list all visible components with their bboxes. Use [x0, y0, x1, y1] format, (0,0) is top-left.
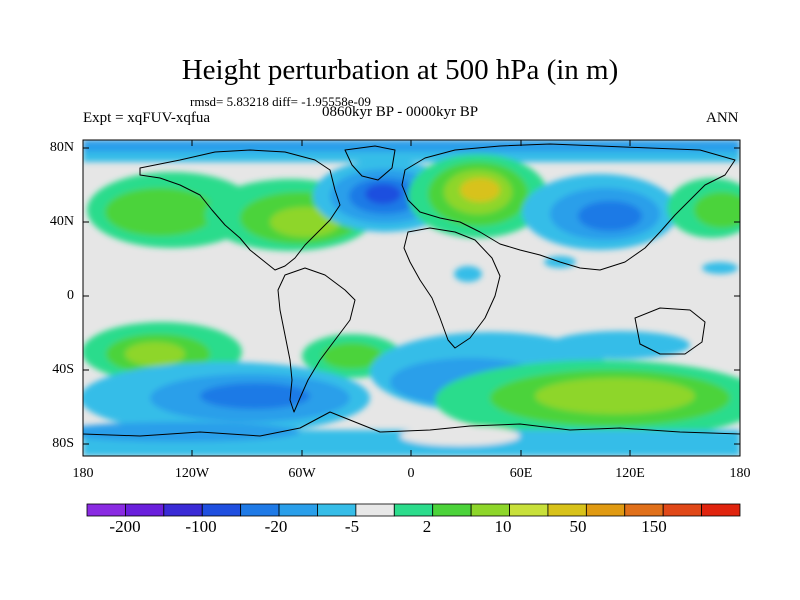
- natl-negative-core: [365, 184, 401, 204]
- colorbar-label: -200: [109, 517, 141, 536]
- tropical-negative-patch: [702, 262, 738, 274]
- antarctic-neutral-patch: [400, 426, 520, 446]
- namerica-positive-core: [270, 207, 340, 237]
- antarctic-negative-mid: [83, 422, 300, 442]
- colorbar-swatch: [624, 503, 664, 517]
- southern-positive-inner: [535, 378, 695, 414]
- lon-label: 180: [72, 466, 94, 481]
- colorbar-swatch: [547, 503, 587, 517]
- africa-coast: [403, 227, 501, 349]
- stats-text: rmsd= 5.83218 diff= -1.95558e-09: [190, 94, 371, 109]
- colorbar-swatch: [662, 503, 702, 517]
- map-title: Height perturbation at 500 hPa (in m): [181, 54, 619, 86]
- australia-coast: [634, 307, 706, 355]
- asia-negative-core: [578, 201, 642, 231]
- tropical-negative-patch: [454, 266, 482, 282]
- colorbar-swatch: [240, 503, 280, 517]
- lon-label: 60W: [288, 466, 316, 481]
- colorbar-swatch: [86, 503, 126, 517]
- europe-positive-core: [460, 178, 500, 202]
- colorbar-label: -100: [185, 517, 217, 536]
- colorbar-swatch: [585, 503, 626, 517]
- antarctica-coast: [83, 411, 740, 437]
- period-text: 0860kyr BP - 0000kyr BP: [322, 104, 479, 120]
- south-america-coast: [277, 267, 356, 413]
- npac-positive-core: [105, 188, 215, 236]
- axis-ticks: [82, 140, 741, 456]
- spac-positive-core: [125, 342, 185, 366]
- colorbar-swatch: [163, 503, 203, 517]
- europe-asia-coast: [401, 143, 736, 271]
- colorbar-label: -20: [264, 517, 288, 536]
- colorbar-swatch: [317, 503, 357, 517]
- lat-label: 80N: [49, 140, 74, 155]
- coastlines: [83, 143, 740, 437]
- lon-label: 120W: [174, 466, 210, 481]
- colorbar-label: 10: [494, 517, 512, 536]
- colorbar-label: 2: [422, 517, 432, 536]
- experiment-label: Expt = xqFUV-xqfua: [83, 110, 211, 126]
- colorbar-swatch: [432, 503, 472, 517]
- greenland-coast: [344, 145, 396, 181]
- colorbar-swatch: [509, 503, 549, 517]
- contour-field: [83, 140, 740, 456]
- colorbar-swatch: [355, 503, 395, 517]
- lat-label: 0: [67, 288, 74, 303]
- colorbar-swatch: [201, 503, 242, 517]
- lon-label: 0: [407, 466, 415, 481]
- lat-label: 40N: [49, 214, 74, 229]
- season-label: ANN: [706, 110, 739, 126]
- colorbar-swatch: [701, 503, 741, 517]
- satl-positive-core: [322, 343, 382, 369]
- colorbar-swatch: [470, 503, 510, 517]
- colorbar-swatch: [393, 503, 434, 517]
- lon-label: 60E: [509, 466, 533, 481]
- southern-negative-core: [200, 383, 310, 409]
- colorbar-swatch: [125, 503, 165, 517]
- lat-label: 40S: [52, 362, 74, 377]
- lon-label: 180: [729, 466, 751, 481]
- colorbar-label: 50: [569, 517, 587, 536]
- north-america-coast: [139, 149, 341, 271]
- lon-label: 120E: [615, 466, 645, 481]
- colorbar-label: -5: [344, 517, 360, 536]
- colorbar-swatch: [278, 503, 318, 517]
- lat-label: 80S: [52, 436, 74, 451]
- wpac-positive-core: [694, 192, 740, 228]
- colorbar-label: 150: [641, 517, 667, 536]
